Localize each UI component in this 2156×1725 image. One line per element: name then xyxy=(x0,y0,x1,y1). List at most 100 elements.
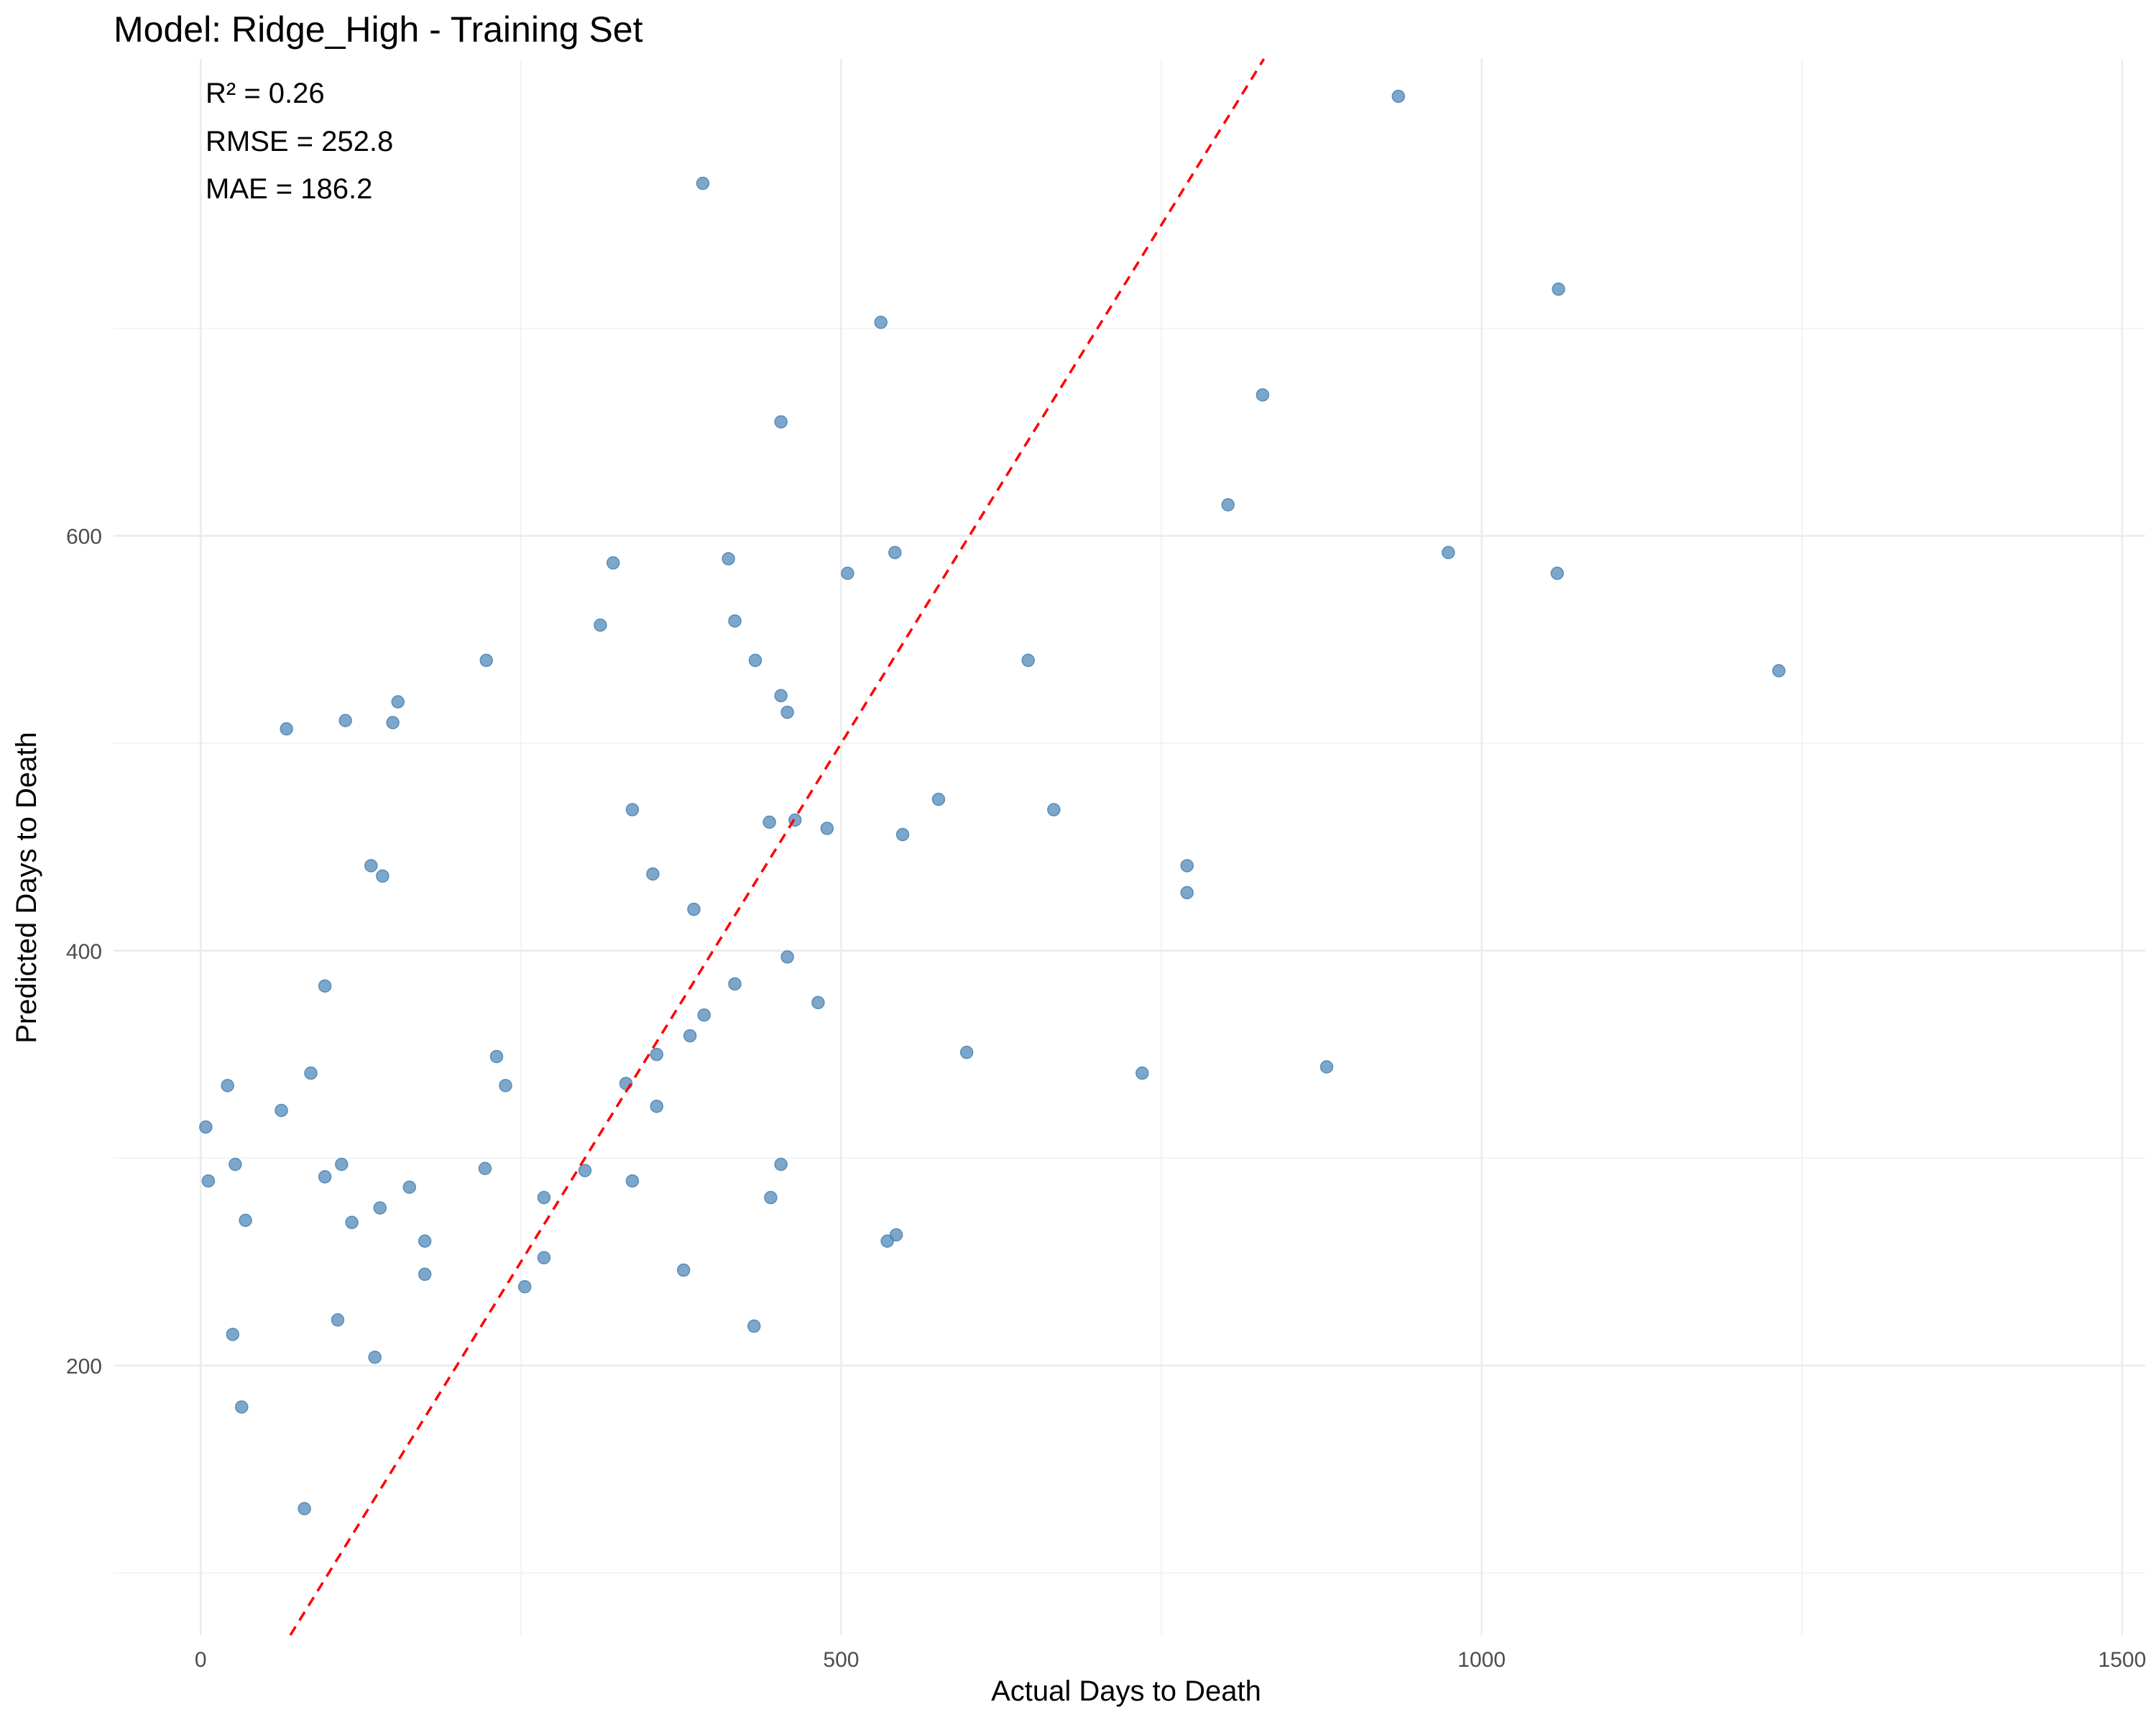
data-point xyxy=(368,1351,382,1364)
data-point xyxy=(728,977,742,991)
data-point xyxy=(959,1045,974,1059)
data-point xyxy=(578,1164,592,1177)
data-point xyxy=(676,1263,691,1277)
data-point xyxy=(376,869,390,883)
data-point xyxy=(747,1319,761,1333)
data-point xyxy=(335,1157,349,1172)
data-point xyxy=(234,1400,249,1414)
x-tick-label: 1000 xyxy=(1457,1648,1506,1672)
y-axis-tick-labels: 200 400 600 xyxy=(66,525,102,1379)
data-point xyxy=(895,827,910,842)
data-point xyxy=(1021,653,1035,668)
data-point xyxy=(318,979,332,993)
data-point xyxy=(1391,89,1406,104)
data-point xyxy=(625,803,640,816)
data-point xyxy=(650,1047,664,1062)
data-points xyxy=(199,89,1786,1516)
data-point xyxy=(646,867,660,881)
r-squared-annotation: R² = 0.26 xyxy=(206,78,325,109)
data-point xyxy=(479,653,493,668)
y-axis-label: Predicted Days to Death xyxy=(11,732,42,1044)
data-point xyxy=(931,792,946,806)
data-point xyxy=(874,316,888,329)
data-point xyxy=(728,614,742,628)
data-point xyxy=(221,1079,234,1092)
data-point xyxy=(386,716,400,730)
data-point xyxy=(1135,1066,1149,1080)
data-point xyxy=(201,1174,216,1188)
data-point xyxy=(280,722,293,736)
data-point xyxy=(499,1079,512,1092)
data-point xyxy=(687,902,701,916)
data-point xyxy=(517,1279,532,1294)
data-point xyxy=(748,653,763,668)
data-point xyxy=(318,1170,332,1184)
data-point xyxy=(331,1313,345,1327)
data-point xyxy=(780,950,794,964)
data-point xyxy=(697,1008,711,1022)
data-point xyxy=(1047,803,1061,816)
data-point xyxy=(764,1190,778,1205)
data-point xyxy=(625,1174,640,1188)
data-point xyxy=(537,1190,551,1205)
data-point xyxy=(391,695,405,709)
data-point xyxy=(229,1157,242,1172)
data-point xyxy=(1550,566,1565,580)
data-point xyxy=(1221,498,1235,512)
major-grid-lines xyxy=(114,59,2145,1635)
chart-title: Model: Ridge_High - Training Set xyxy=(114,9,643,50)
data-point xyxy=(298,1501,311,1516)
data-point xyxy=(304,1066,318,1080)
data-point xyxy=(722,552,735,566)
data-point xyxy=(402,1180,417,1194)
data-point xyxy=(696,176,710,190)
data-point xyxy=(780,705,794,719)
data-point xyxy=(239,1213,252,1228)
data-point xyxy=(683,1029,697,1043)
data-point xyxy=(338,714,352,727)
data-point xyxy=(774,415,788,429)
data-point xyxy=(1552,282,1565,296)
x-tick-label: 1500 xyxy=(2099,1648,2147,1672)
x-axis-tick-labels: 0 500 1000 1500 xyxy=(195,1648,2146,1672)
x-axis-label: Actual Days to Death xyxy=(991,1675,1261,1707)
rmse-annotation: RMSE = 252.8 xyxy=(206,126,394,157)
data-point xyxy=(1256,388,1270,402)
data-point xyxy=(418,1234,432,1248)
data-point xyxy=(418,1267,432,1282)
data-point xyxy=(841,566,854,580)
data-point xyxy=(1442,546,1455,560)
data-point xyxy=(889,1228,903,1242)
data-point xyxy=(1772,663,1786,678)
data-point xyxy=(880,1234,894,1248)
mae-annotation: MAE = 186.2 xyxy=(206,173,373,205)
data-point xyxy=(811,995,825,1010)
data-point xyxy=(763,815,776,829)
y-tick-label: 400 xyxy=(66,940,102,964)
data-point xyxy=(373,1201,387,1215)
data-point xyxy=(478,1162,492,1176)
y-tick-label: 200 xyxy=(66,1355,102,1379)
data-point xyxy=(774,1157,788,1172)
x-tick-label: 500 xyxy=(823,1648,859,1672)
minor-grid-lines xyxy=(114,59,2145,1635)
data-point xyxy=(199,1120,213,1134)
data-point xyxy=(1180,859,1194,873)
x-tick-label: 0 xyxy=(195,1648,207,1672)
identity-reference-line xyxy=(289,58,1266,1636)
data-point xyxy=(606,556,620,570)
data-point xyxy=(364,859,378,873)
data-point xyxy=(1319,1060,1334,1074)
data-point xyxy=(774,689,788,703)
data-point xyxy=(537,1251,551,1265)
data-point xyxy=(650,1099,664,1113)
data-point xyxy=(345,1215,359,1230)
data-point xyxy=(820,822,834,835)
data-point xyxy=(226,1328,240,1341)
data-point xyxy=(594,618,607,632)
data-point xyxy=(888,546,902,560)
data-point xyxy=(489,1049,504,1064)
y-tick-label: 600 xyxy=(66,525,102,549)
data-point xyxy=(1180,886,1194,900)
